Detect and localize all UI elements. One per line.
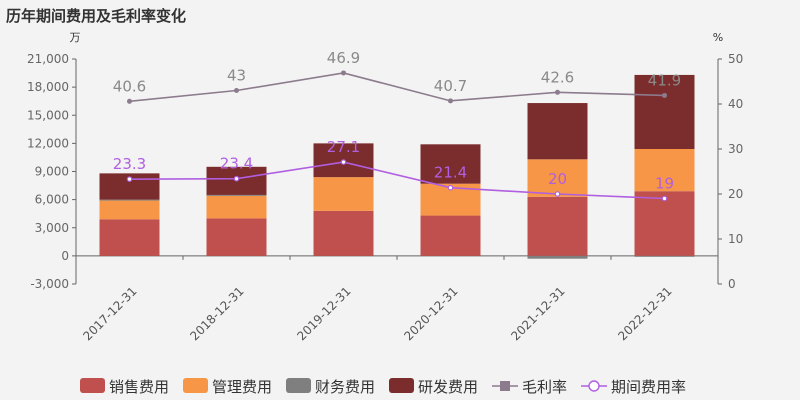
legend-marker xyxy=(500,381,510,391)
data-label: 23.4 xyxy=(220,155,253,173)
bar-segment xyxy=(206,218,267,256)
bar-segment xyxy=(634,255,695,257)
series-line xyxy=(129,72,665,103)
legend-swatch xyxy=(389,378,414,393)
right-tick-label: 20 xyxy=(728,187,743,201)
bar-segment xyxy=(206,194,267,196)
left-tick-label: -3,000 xyxy=(30,277,69,291)
bar-segment xyxy=(634,74,695,149)
bar-segment xyxy=(634,191,695,256)
left-tick-label: 3,000 xyxy=(35,221,69,235)
data-label: 19 xyxy=(655,175,674,193)
left-tick-label: 9,000 xyxy=(35,165,69,179)
line-point xyxy=(233,175,240,182)
bar-segment xyxy=(99,199,160,201)
bar-segment xyxy=(206,195,267,219)
data-label: 42.6 xyxy=(541,68,574,86)
bar-segment xyxy=(99,200,160,220)
right-tick-label: 10 xyxy=(728,232,743,246)
left-tick-label: 6,000 xyxy=(35,193,69,207)
bar-segment xyxy=(99,219,160,256)
left-tick-label: 12,000 xyxy=(27,136,69,150)
x-tick-label: 2022-12-31 xyxy=(615,284,674,343)
left-axis-unit: 万 xyxy=(70,31,81,44)
legend-label: 财务费用 xyxy=(315,378,375,396)
data-label: 40.6 xyxy=(113,77,146,95)
line-point xyxy=(554,191,561,197)
bar-segment xyxy=(527,159,588,197)
bar-segment xyxy=(420,215,481,256)
left-tick-label: 0 xyxy=(61,249,69,263)
data-label: 40.7 xyxy=(434,77,467,95)
bar-segment xyxy=(634,149,695,192)
line-point xyxy=(340,159,347,165)
bar-segment xyxy=(527,103,588,160)
right-tick-label: 50 xyxy=(728,52,743,66)
line-series xyxy=(126,70,668,202)
line-point xyxy=(555,89,560,95)
right-tick-label: 0 xyxy=(728,277,736,291)
x-tick-label: 2019-12-31 xyxy=(294,284,353,343)
line-point xyxy=(448,98,453,104)
data-label: 41.9 xyxy=(648,71,681,89)
bar-segment xyxy=(420,144,481,184)
chart-title: 历年期间费用及毛利率变化 xyxy=(6,7,186,25)
x-tick-label: 2021-12-31 xyxy=(508,284,567,343)
bar-series xyxy=(99,74,695,259)
x-axis-ticks: 2017-12-31 2018-12-31 2019-12-31 2020-12-31… xyxy=(80,284,674,343)
right-tick-label: 40 xyxy=(728,97,743,111)
legend-label: 研发费用 xyxy=(418,378,478,396)
bar-segment xyxy=(527,196,588,256)
line-point xyxy=(127,98,132,104)
legend-label: 销售费用 xyxy=(109,378,169,396)
legend-swatch xyxy=(286,378,311,393)
x-tick-label: 2017-12-31 xyxy=(80,284,139,343)
left-tick-label: 15,000 xyxy=(27,108,69,122)
legend-label: 毛利率 xyxy=(522,378,567,396)
series-line xyxy=(129,161,665,200)
x-tick-label: 2020-12-31 xyxy=(401,284,460,343)
right-tick-label: 30 xyxy=(728,142,743,156)
legend: 销售费用 管理费用 财务费用 研发费用 毛利率 期间费用率 xyxy=(80,378,686,396)
bar-segment xyxy=(313,210,374,256)
legend-swatch xyxy=(80,378,105,393)
legend-label: 期间费用率 xyxy=(611,378,686,396)
bar-segment xyxy=(527,255,588,259)
right-axis-unit: % xyxy=(713,31,723,44)
data-label: 21.4 xyxy=(434,164,467,182)
axes: -3,000 0 3,000 6,000 9,000 12,000 15,000 18,000… xyxy=(27,52,743,291)
bar-segment xyxy=(313,177,374,211)
line-point xyxy=(126,176,133,182)
legend-swatch xyxy=(183,378,208,393)
data-label: 43 xyxy=(227,67,246,85)
data-label: 20 xyxy=(548,170,567,188)
legend-label: 管理费用 xyxy=(212,378,272,396)
line-point xyxy=(341,70,346,76)
x-tick-label: 2018-12-31 xyxy=(187,284,246,343)
data-label: 23.3 xyxy=(113,155,146,173)
line-point xyxy=(447,184,454,191)
data-label: 46.9 xyxy=(327,49,360,67)
line-point xyxy=(661,195,668,202)
legend-marker xyxy=(588,380,600,392)
line-point xyxy=(662,92,667,98)
left-tick-label: 18,000 xyxy=(27,80,69,94)
left-tick-label: 21,000 xyxy=(27,52,69,66)
line-point xyxy=(234,88,239,93)
data-label: 27.1 xyxy=(327,138,360,156)
data-labels: 40.6 43 46.9 40.7 42.6 41.9 23.3 23.4 27.1 21.4 20… xyxy=(113,49,681,193)
